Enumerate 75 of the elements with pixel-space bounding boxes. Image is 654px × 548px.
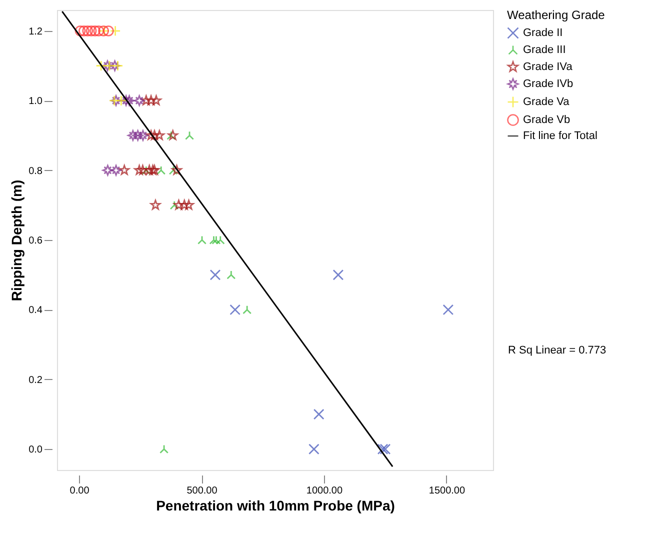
point [156, 166, 166, 175]
legend-label: Grade IVa [523, 61, 574, 73]
legend-label: Grade III [523, 44, 566, 56]
point [134, 95, 145, 106]
point [332, 269, 344, 280]
text: R Sq Linear = 0.773 [508, 344, 606, 356]
x-tick-label: 500.00 [186, 486, 218, 496]
point [377, 444, 388, 455]
y-tick-label: 1.2 [28, 26, 43, 38]
point [380, 444, 391, 455]
y-tick-label: 0.6 [28, 236, 43, 246]
point [150, 95, 162, 106]
point [150, 200, 161, 210]
point [120, 95, 132, 106]
point [442, 304, 454, 316]
point [78, 25, 90, 36]
point [216, 236, 225, 244]
point [102, 25, 114, 36]
point [140, 95, 152, 106]
x-tick-label: 1000.00 [306, 486, 343, 496]
x-tick-label: 1500.00 [428, 486, 466, 496]
legend-label: Grade IVb [523, 78, 574, 90]
point [174, 200, 184, 210]
point [184, 200, 194, 210]
point [96, 60, 107, 72]
point [82, 25, 94, 36]
point [230, 304, 241, 316]
point [132, 130, 144, 141]
y-tick-label: 0.2 [28, 374, 43, 386]
point [112, 60, 124, 72]
point [110, 25, 121, 36]
point [226, 270, 236, 280]
point [102, 164, 114, 176]
point [198, 236, 206, 244]
point [146, 130, 156, 140]
legend-label: Grade Vb [523, 114, 570, 126]
point [93, 25, 104, 36]
point [154, 130, 165, 140]
legend-label: Fit line for Total [523, 130, 598, 142]
point [134, 164, 145, 175]
point [90, 25, 100, 36]
legend-label: Grade Va [523, 96, 570, 108]
y-axis-title: Ripping Depth (m) [8, 180, 25, 302]
point [149, 130, 160, 140]
x-axis-title: Penetration with 10mm Probe (MPa) [156, 498, 395, 514]
point [116, 95, 127, 106]
point [124, 95, 135, 106]
point [119, 164, 130, 175]
legend-title: Weathering Grade [507, 8, 606, 22]
y-tick-label: 0.8 [28, 166, 43, 177]
y-tick-label: 0.4 [28, 305, 43, 316]
point [74, 25, 86, 36]
point [168, 130, 178, 140]
point [109, 60, 120, 72]
x-tick-label: 0.00 [70, 486, 90, 496]
point [127, 130, 138, 141]
point [185, 130, 194, 140]
point [209, 236, 218, 244]
point [160, 444, 169, 454]
point [146, 95, 156, 106]
point [144, 164, 155, 175]
point [308, 444, 320, 455]
y-tick-label: 0.0 [28, 444, 43, 456]
point [86, 25, 97, 36]
y-tick-label: 1.0 [28, 96, 43, 108]
point [242, 305, 252, 314]
point [138, 164, 148, 175]
point [172, 164, 182, 175]
point [212, 236, 221, 244]
point [179, 200, 190, 210]
point [138, 130, 148, 141]
legend-label: Grade II [523, 27, 563, 39]
point [210, 269, 221, 280]
point [313, 408, 324, 420]
point [110, 164, 122, 176]
